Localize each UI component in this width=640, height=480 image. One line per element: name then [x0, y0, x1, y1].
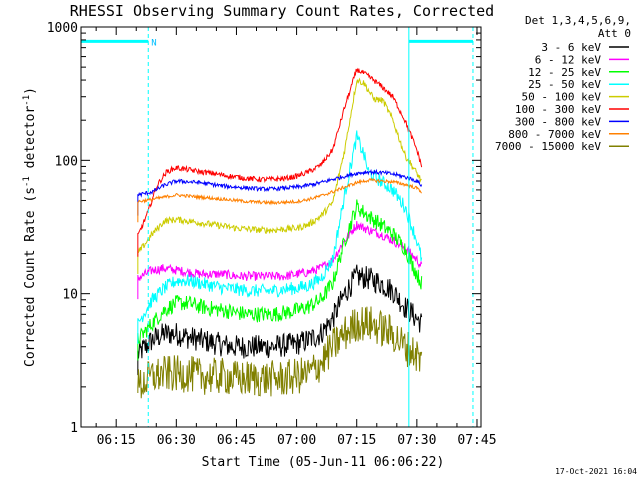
series-line [137, 220, 423, 300]
x-axis: 06:15 06:30 06:45 07:00 07:15 07:30 07:45 [95, 27, 497, 448]
x-tick-label: 06:15 [97, 433, 136, 448]
legend-entry-label: 50 - 100 keV [522, 91, 602, 104]
y-axis-label: Corrected Count Rate (s-1 detector-1) [22, 87, 38, 367]
legend-entry-label: 25 - 50 keV [528, 78, 601, 91]
y-axis-label-sup1: -1 [22, 176, 32, 187]
series-line [137, 306, 423, 399]
legend-entry-label: 100 - 300 keV [515, 103, 601, 116]
y-tick-label: 1 [70, 421, 78, 436]
y-axis-label-sup2: -1 [22, 95, 32, 106]
night-saa-markers: N [81, 27, 474, 427]
legend-entry-label: 6 - 12 keV [535, 53, 602, 66]
y-axis-label-part1: Corrected Count Rate (s [23, 187, 38, 367]
x-tick-label: 07:30 [397, 433, 436, 448]
legend-entry-label: 7000 - 15000 keV [495, 140, 601, 153]
legend-header-detectors: Det 1,3,4,5,6,9, [525, 14, 631, 27]
y-axis-label-part3: ) [23, 87, 38, 95]
y-tick-label: 100 [55, 154, 78, 169]
legend-entry-label: 800 - 7000 keV [508, 128, 601, 141]
plot-frame [80, 26, 482, 428]
legend-header-attenuator: Att 0 [598, 27, 631, 40]
night-marker-label: N [151, 38, 156, 48]
chart-title: RHESSI Observing Summary Count Rates, Co… [70, 2, 494, 20]
series-line [137, 67, 423, 257]
legend-entry-label: 3 - 6 keV [541, 41, 601, 54]
series-line [137, 177, 422, 223]
x-tick-label: 07:45 [457, 433, 496, 448]
x-tick-label: 07:15 [337, 433, 376, 448]
legend-entry-label: 12 - 25 keV [528, 66, 601, 79]
series-line [137, 264, 423, 376]
x-tick-label: 06:30 [157, 433, 196, 448]
series-line [137, 77, 422, 275]
x-tick-label: 07:00 [277, 433, 316, 448]
x-tick-label: 06:45 [217, 433, 256, 448]
x-axis-label: Start Time (05-Jun-11 06:06:22) [202, 455, 445, 470]
series-line [137, 199, 423, 361]
generation-timestamp: 17-Oct-2021 16:04 [555, 467, 637, 476]
y-tick-label: 1000 [47, 21, 78, 36]
y-axis-label-part2: detector [23, 106, 38, 177]
y-tick-label: 10 [62, 288, 78, 303]
series-line [137, 168, 423, 216]
y-axis: 1 10 100 1000 [47, 21, 481, 436]
legend-entry-label: 300 - 800 keV [515, 115, 601, 128]
plot-area [137, 67, 423, 399]
